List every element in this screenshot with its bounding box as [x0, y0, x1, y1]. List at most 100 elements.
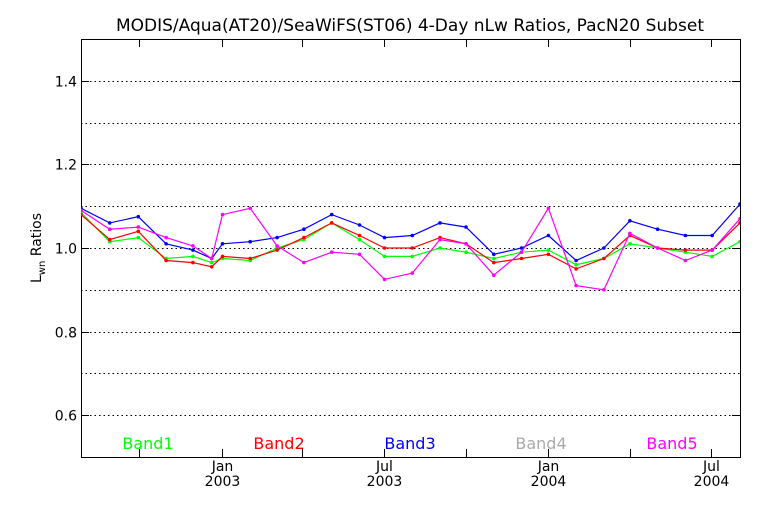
x-tick-year-label: 2004 — [694, 474, 730, 490]
data-point-band5 — [357, 252, 362, 257]
data-point-band5 — [107, 227, 112, 231]
data-point-band5 — [655, 246, 660, 250]
series-line-band5 — [81, 206, 740, 291]
data-point-band2 — [209, 265, 214, 269]
data-point-band5 — [628, 231, 632, 236]
legend-entry-band4: Band4 — [515, 434, 566, 453]
data-point-band1 — [410, 254, 415, 259]
data-point-band1 — [546, 248, 551, 252]
data-point-band3 — [602, 246, 606, 250]
data-point-band2 — [191, 260, 195, 265]
data-point-band5 — [248, 206, 252, 211]
data-point-band5 — [410, 271, 415, 275]
data-point-band5 — [191, 244, 195, 248]
data-point-band5 — [164, 235, 168, 240]
data-point-band2 — [683, 248, 688, 252]
data-point-band1 — [136, 235, 141, 240]
y-tick-label: 0.6 — [55, 409, 77, 425]
data-point-band5 — [220, 212, 225, 217]
y-axis-label-sub: wn — [37, 261, 48, 276]
data-point-band1 — [738, 239, 740, 244]
legend-entry-band2: Band2 — [253, 434, 304, 453]
data-point-band3 — [519, 246, 524, 250]
data-point-band2 — [546, 252, 551, 257]
legend-entry-band1: Band1 — [122, 434, 173, 453]
x-tick-year-label: 2003 — [367, 474, 403, 490]
data-point-band3 — [546, 233, 551, 238]
plot-area: 0.60.81.01.21.4Jan2003Jul2003Jan2004Jul2… — [55, 39, 741, 490]
data-point-band1 — [438, 246, 442, 250]
data-point-band5 — [546, 206, 551, 211]
data-point-band3 — [329, 212, 334, 217]
data-point-band5 — [209, 256, 214, 261]
legend-entry-band3: Band3 — [384, 434, 435, 453]
data-point-band5 — [492, 273, 496, 278]
data-point-band2 — [81, 212, 83, 217]
data-point-band5 — [602, 288, 606, 292]
data-point-band3 — [275, 235, 279, 240]
x-tick-label: Jan — [211, 459, 234, 475]
y-tick-label: 0.8 — [55, 326, 77, 342]
legend-entry-band5: Band5 — [646, 434, 697, 453]
x-tick-label: Jan — [537, 459, 560, 475]
data-point-band3 — [683, 233, 688, 238]
data-point-band3 — [382, 235, 387, 240]
data-point-band2 — [164, 258, 168, 263]
data-point-band3 — [574, 258, 578, 263]
data-point-band1 — [191, 254, 195, 259]
y-tick-label: 1.2 — [55, 158, 77, 174]
data-point-band3 — [438, 221, 442, 225]
chart-title: MODIS/Aqua(AT20)/SeaWiFS(ST06) 4-Day nLw… — [116, 16, 704, 36]
data-point-band5 — [519, 250, 524, 254]
data-point-band5 — [464, 242, 468, 246]
data-point-band1 — [357, 237, 362, 242]
data-point-band2 — [602, 256, 606, 261]
data-point-band5 — [574, 283, 578, 288]
y-axis-label-rest: Ratios — [29, 213, 45, 261]
y-axis-label-main: L — [29, 275, 45, 283]
data-point-band3 — [738, 202, 740, 206]
series-line-band2 — [81, 214, 740, 270]
data-point-band5 — [81, 208, 83, 213]
data-point-band5 — [329, 250, 334, 254]
data-point-band2 — [492, 260, 496, 265]
y-tick-label: 1.4 — [55, 75, 77, 91]
data-point-band5 — [302, 260, 306, 265]
data-point-band1 — [628, 242, 632, 246]
data-point-band1 — [209, 260, 214, 265]
data-point-band2 — [738, 221, 740, 225]
data-point-band3 — [136, 214, 141, 219]
data-point-band3 — [492, 252, 496, 257]
data-point-band3 — [464, 225, 468, 229]
data-point-band2 — [410, 246, 415, 250]
data-point-band5 — [683, 258, 688, 263]
data-point-band3 — [191, 248, 195, 252]
x-tick-year-label: 2003 — [205, 474, 241, 490]
data-point-band3 — [302, 227, 306, 231]
data-point-band5 — [438, 237, 442, 242]
data-point-band3 — [107, 221, 112, 225]
data-point-band1 — [382, 254, 387, 259]
data-point-band3 — [164, 242, 168, 246]
data-point-band2 — [519, 256, 524, 261]
data-point-band3 — [710, 233, 714, 238]
y-axis-label: Lwn Ratios — [29, 213, 48, 283]
data-point-band3 — [628, 219, 632, 223]
data-point-band2 — [248, 256, 252, 261]
y-tick-label: 1.0 — [55, 242, 77, 258]
x-tick-label: Jul — [375, 459, 393, 475]
data-point-band3 — [410, 233, 415, 238]
data-point-band2 — [107, 237, 112, 242]
data-point-band3 — [248, 239, 252, 244]
data-point-band2 — [574, 267, 578, 271]
series-line-band3 — [81, 203, 740, 262]
x-tick-year-label: 2004 — [531, 474, 567, 490]
data-point-band1 — [464, 250, 468, 254]
data-point-band5 — [382, 277, 387, 282]
data-point-band3 — [357, 223, 362, 227]
data-point-band2 — [382, 246, 387, 250]
x-tick-label: Jul — [702, 459, 720, 475]
data-point-band5 — [275, 244, 279, 248]
data-point-band5 — [710, 248, 714, 252]
